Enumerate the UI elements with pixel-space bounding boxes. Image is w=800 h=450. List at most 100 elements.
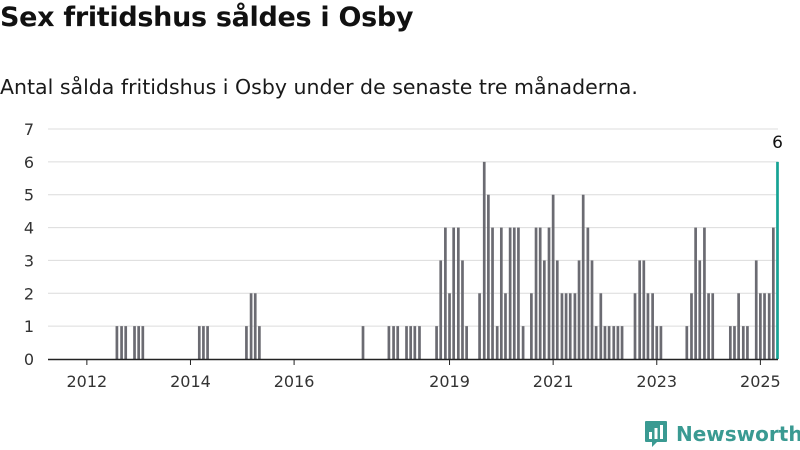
bar [707, 293, 710, 359]
bar [759, 293, 762, 359]
bar [115, 326, 119, 359]
bar [137, 326, 141, 359]
bar [120, 326, 123, 359]
bars [115, 161, 779, 359]
bar [461, 260, 464, 359]
bar [616, 326, 620, 359]
bar [133, 326, 136, 359]
x-tick-label: 2014 [170, 372, 211, 391]
bar [124, 326, 128, 359]
bar [478, 293, 481, 359]
bar [504, 293, 507, 359]
bar [603, 326, 607, 359]
bar [577, 260, 581, 359]
bar [771, 227, 775, 359]
bar [694, 227, 697, 359]
bar [547, 227, 551, 359]
bar [512, 227, 516, 359]
bar [655, 326, 659, 359]
bar [456, 227, 460, 359]
bar [581, 194, 585, 359]
bar [258, 326, 261, 359]
bar [599, 293, 603, 359]
bar [651, 293, 654, 359]
x-axis-ticks: 2012 2014 2016 2019 2021 2023 2025 [66, 359, 781, 391]
bar [448, 293, 451, 359]
x-tick-label: 2021 [533, 372, 574, 391]
data-label: 6 [772, 133, 783, 153]
x-tick-label: 2023 [636, 372, 677, 391]
bar [763, 293, 766, 359]
bar [698, 260, 702, 359]
x-tick-label: 2016 [274, 372, 315, 391]
bar [465, 326, 468, 359]
bar [573, 293, 577, 359]
bar [439, 260, 443, 359]
bar [538, 227, 542, 359]
bar [206, 326, 209, 359]
bar [586, 227, 590, 359]
annotations: 6 [772, 133, 783, 153]
bar [387, 326, 391, 359]
bar [197, 326, 201, 359]
bar [491, 227, 494, 359]
bar [560, 293, 564, 359]
bar [521, 326, 525, 359]
bar [690, 293, 693, 359]
bar [253, 293, 257, 359]
bar [517, 227, 520, 359]
bar [452, 227, 456, 359]
x-tick-label: 2019 [429, 372, 470, 391]
y-tick-label: 7 [24, 120, 34, 139]
brand-logo: Newsworthy [644, 419, 800, 449]
bar [737, 293, 740, 359]
newsworthy-logo-icon [645, 421, 667, 447]
y-tick-label: 5 [24, 186, 34, 205]
bar [659, 326, 663, 359]
bar [551, 194, 555, 359]
bar [620, 326, 624, 359]
bar [711, 293, 715, 359]
bar [499, 227, 503, 359]
bar [444, 227, 447, 359]
bar [534, 227, 538, 359]
bar [435, 326, 438, 359]
bar [508, 227, 512, 359]
chart-title: Sex fritidshus såldes i Osby [0, 2, 414, 33]
bar [418, 326, 421, 359]
bar [685, 326, 689, 359]
y-tick-label: 4 [24, 219, 34, 238]
bar [741, 326, 745, 359]
bar [482, 161, 486, 359]
bar [746, 326, 749, 359]
y-tick-label: 3 [24, 251, 34, 270]
bar [767, 293, 771, 359]
bar [607, 326, 611, 359]
bar [642, 260, 646, 359]
bar [638, 260, 642, 359]
y-tick-label: 1 [24, 317, 34, 336]
y-axis-ticks: 0 1 2 3 4 5 6 7 [24, 120, 34, 369]
bar [487, 194, 490, 359]
brand-name: Newsworthy [676, 422, 800, 446]
bar [361, 326, 365, 359]
bar [495, 326, 499, 359]
bar [542, 260, 546, 359]
chart-subtitle: Antal sålda fritidshus i Osby under de s… [0, 75, 638, 99]
highlight-bar [776, 161, 779, 359]
bar [754, 260, 758, 359]
bar [202, 326, 205, 359]
x-tick-label: 2025 [740, 372, 781, 391]
bar [245, 326, 248, 359]
bar [396, 326, 400, 359]
bar [564, 293, 568, 359]
bar [530, 293, 533, 359]
bar [409, 326, 413, 359]
bar [646, 293, 650, 359]
bar [633, 293, 637, 359]
bar [141, 326, 145, 359]
y-tick-label: 2 [24, 284, 34, 303]
bar [568, 293, 572, 359]
bar [728, 326, 732, 359]
y-tick-label: 0 [24, 350, 34, 369]
